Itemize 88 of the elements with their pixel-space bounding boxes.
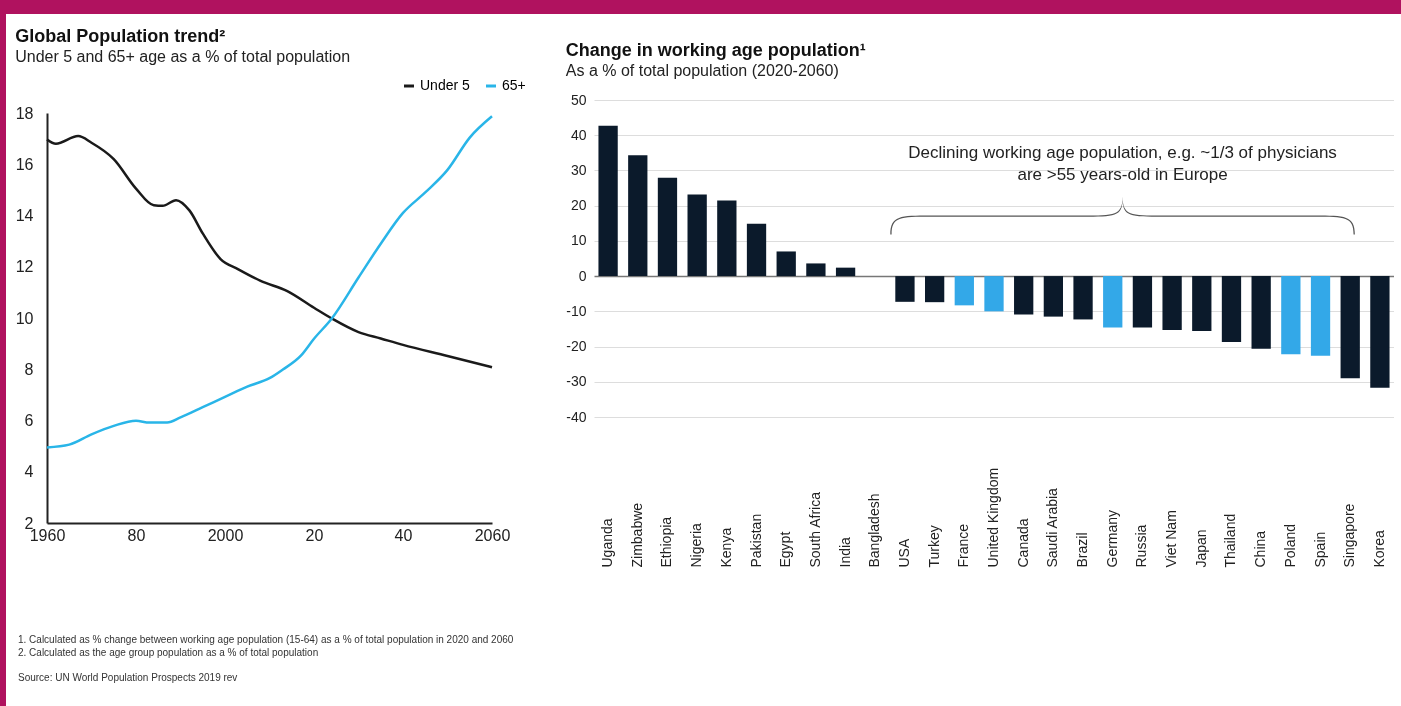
x-tick-label: Uganda <box>599 518 616 568</box>
y-tick-label: 8 <box>24 360 34 378</box>
bar <box>1103 276 1123 328</box>
x-tick-label: USA <box>895 538 912 568</box>
x-tick-label: Poland <box>1281 523 1298 568</box>
x-tick-label: Ethiopia <box>658 516 675 568</box>
bar <box>1251 276 1271 349</box>
bar <box>835 267 856 277</box>
text: 1. Calculated as % change between working age population (15-64) as a % of total population in 2020 and 2060 <box>18 633 514 646</box>
bar <box>1192 276 1212 332</box>
chart-subtitle: Under 5 and 65+ age as a % of total population <box>15 48 351 65</box>
bar <box>954 276 974 306</box>
x-tick-label: Spain <box>1311 531 1328 568</box>
bar <box>1073 276 1093 320</box>
x-tick-label: Thailand <box>1222 513 1239 568</box>
x-tick-label: Korea <box>1370 529 1387 568</box>
bar <box>924 276 945 303</box>
bar <box>895 276 915 302</box>
y-tick-label: -30 <box>566 373 587 390</box>
x-tick-label: Germany <box>1103 509 1120 568</box>
bar <box>687 194 707 277</box>
y-tick-label: -40 <box>566 408 587 425</box>
source-note: Source: UN World Population Prospects 2019 rev <box>18 671 239 684</box>
y-tick-label: 14 <box>15 207 34 224</box>
y-tick-label: -10 <box>566 302 587 319</box>
bar <box>628 155 648 277</box>
bar <box>1043 276 1064 317</box>
y-tick-label: 4 <box>24 463 34 481</box>
x-tick-label: Japan <box>1192 529 1209 568</box>
x-tick-label: Singapore <box>1341 503 1358 568</box>
x-tick-label: Pakistan <box>747 513 764 568</box>
y-tick-label: 10 <box>15 309 34 327</box>
chart-title: Change in working age population¹ <box>565 40 866 60</box>
chart-title: Global Population trend² <box>15 26 226 46</box>
x-tick-label: Russia <box>1133 524 1150 568</box>
y-tick-label: 30 <box>570 161 587 178</box>
x-tick-label: Zimbabwe <box>628 502 645 568</box>
y-tick-label: 40 <box>570 126 587 143</box>
x-tick-label: 2060 <box>474 526 511 544</box>
bar <box>1221 276 1242 342</box>
x-tick-label: Saudi Arabia <box>1044 487 1061 568</box>
annotation: Declining working age population, e.g. ~1/3 of physicians are >55 years-old in Europe <box>907 142 1338 187</box>
text: 2. Calculated as the age group population as a % of total population <box>18 646 320 659</box>
chart-subtitle: As a % of total population (2020-2060) <box>565 62 839 79</box>
y-tick-label: 0 <box>578 267 587 284</box>
x-tick-label: China <box>1252 530 1269 568</box>
x-tick-label: Brazil <box>1074 532 1091 568</box>
x-tick-label: Kenya <box>717 527 734 568</box>
bar <box>1340 276 1360 379</box>
x-tick-label: 2000 <box>207 526 244 544</box>
x-tick-label: Nigeria <box>688 522 705 568</box>
y-tick-label: 18 <box>15 104 34 122</box>
x-tick-label: South Africa <box>806 491 823 568</box>
bar <box>806 263 826 277</box>
y-tick-label: 50 <box>570 91 587 108</box>
y-tick-label: 16 <box>15 155 34 173</box>
bar <box>1014 276 1034 315</box>
x-tick-label: Canada <box>1014 518 1031 568</box>
line-series <box>45 115 494 449</box>
x-tick-label: Bangladesh <box>866 493 883 568</box>
bar <box>1132 276 1153 328</box>
bar <box>717 200 737 277</box>
x-tick-label: 20 <box>305 526 324 544</box>
x-tick-label: Turkey <box>925 525 942 568</box>
x-tick-label: Egypt <box>777 531 794 568</box>
bar <box>657 177 678 277</box>
legend-label: 65+ <box>502 77 526 93</box>
bar <box>598 125 618 277</box>
bar <box>1310 276 1331 356</box>
x-tick-label: Viet Nam <box>1163 510 1180 568</box>
x-tick-label: 1960 <box>29 526 66 544</box>
y-tick-label: 20 <box>570 197 587 214</box>
y-tick-label: -20 <box>566 338 587 355</box>
x-tick-label: India <box>836 536 853 568</box>
bar <box>776 251 796 277</box>
y-tick-label: 10 <box>570 232 587 249</box>
bar <box>1370 276 1390 388</box>
bar <box>984 276 1004 312</box>
legend-label: Under 5 <box>420 77 471 93</box>
bar <box>746 223 767 277</box>
x-tick-label: United Kingdom <box>985 467 1001 568</box>
x-tick-label: France <box>955 523 972 568</box>
bar <box>1281 276 1301 355</box>
x-tick-label: 80 <box>127 526 146 544</box>
bar <box>1162 276 1182 330</box>
y-tick-label: 6 <box>24 412 34 429</box>
y-tick-label: 12 <box>15 258 34 276</box>
x-tick-label: 40 <box>394 526 413 544</box>
